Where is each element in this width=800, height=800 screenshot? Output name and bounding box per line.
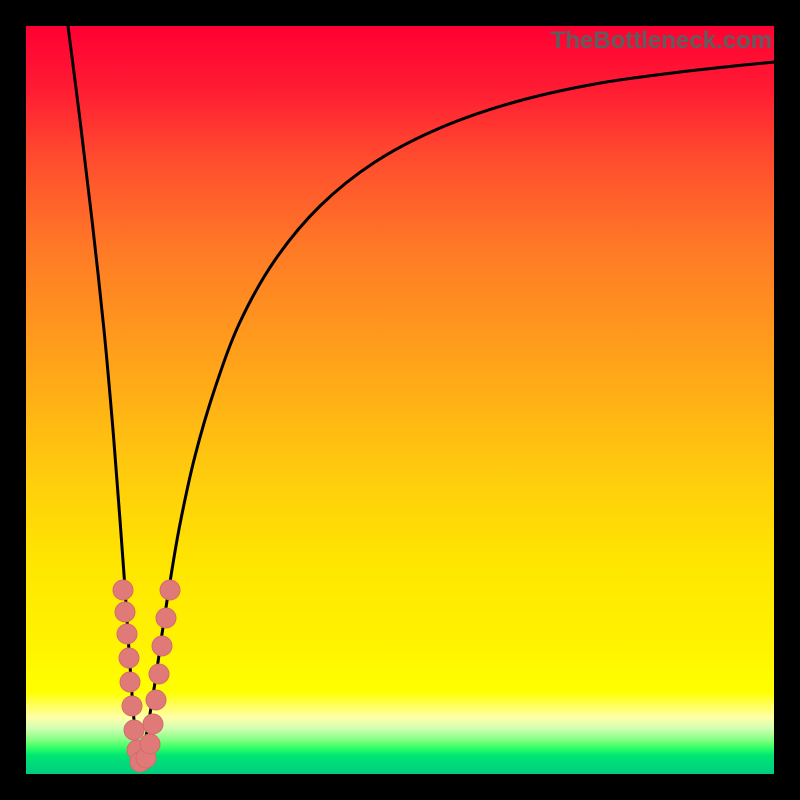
plot-area <box>26 26 774 774</box>
chart-container: TheBottleneck.com <box>0 0 800 800</box>
watermark-text: TheBottleneck.com <box>551 27 772 55</box>
